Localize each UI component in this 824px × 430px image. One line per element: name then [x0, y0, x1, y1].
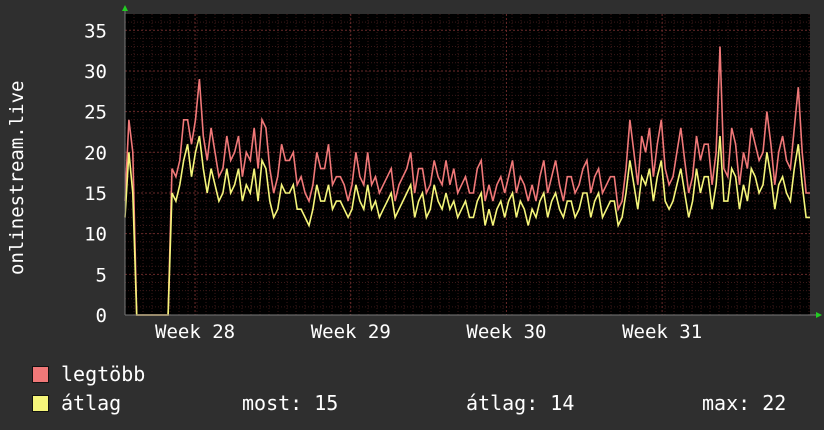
series-line-avg: [124, 135, 810, 316]
x-axis-arrow: [816, 312, 822, 318]
stat-avg-value: 14: [550, 391, 575, 415]
y-tick-label: 35: [84, 20, 107, 42]
x-tick-label: Week 30: [466, 321, 546, 343]
y-tick-label: 0: [96, 305, 107, 327]
stat-now: most: 15: [242, 391, 338, 415]
y-tick-label: 20: [84, 142, 107, 164]
y-axis-label: onlinestream.live: [6, 80, 28, 275]
y-tick-label: 25: [84, 102, 107, 124]
legend-swatch-avg: [32, 394, 49, 412]
legend-swatch-max: [32, 365, 49, 383]
legend-item-avg: átlag: [32, 391, 121, 415]
stat-now-value: 15: [314, 391, 339, 415]
stat-max: max: 22: [702, 391, 786, 415]
x-tick-label: Week 31: [622, 321, 702, 343]
legend-item-max: legtöbb: [32, 362, 145, 386]
stat-max-label: max:: [702, 391, 751, 415]
legend-label-max: legtöbb: [61, 362, 146, 386]
y-tick-label: 10: [84, 224, 107, 246]
stat-avg: átlag: 14: [466, 391, 574, 415]
y-tick-label: 15: [84, 183, 107, 205]
legend-label-avg: átlag: [61, 391, 122, 415]
series-line-max: [124, 46, 810, 316]
y-tick-label: 30: [84, 61, 107, 83]
stat-now-label: most:: [242, 391, 303, 415]
stat-avg-label: átlag:: [466, 391, 539, 415]
chart: 0 5 10 15 20 25 30 35 Week 28 Week 29 Week 30 Week …: [84, 5, 822, 343]
x-tick-label: Week 28: [155, 321, 235, 343]
y-tick-label: 5: [96, 264, 107, 286]
stat-max-value: 22: [762, 391, 787, 415]
y-axis-arrow: [122, 5, 128, 11]
x-tick-label: Week 29: [311, 321, 391, 343]
